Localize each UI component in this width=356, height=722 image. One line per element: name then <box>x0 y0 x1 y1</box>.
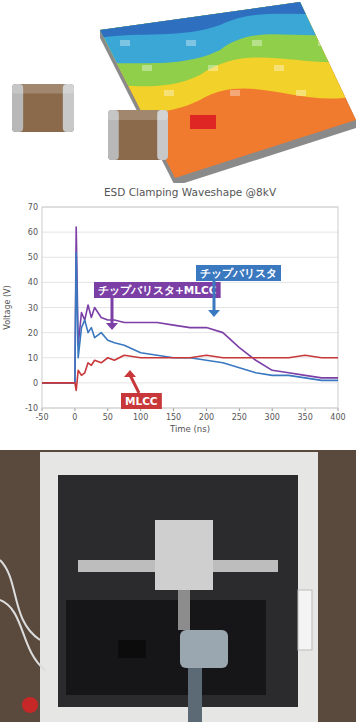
y-tick-label: 10 <box>28 354 38 363</box>
pcb-part <box>120 40 130 46</box>
product-image <box>12 0 356 190</box>
series-line <box>42 227 338 383</box>
cabinet-window <box>58 475 298 707</box>
annotation-arrow <box>130 375 139 393</box>
equipment-photo <box>0 450 356 722</box>
series-line <box>42 252 338 383</box>
y-tick-label: 30 <box>28 304 38 313</box>
x-axis-title: Time (ns) <box>169 424 210 434</box>
cables <box>0 560 45 670</box>
pcb-part <box>164 90 174 96</box>
chart: ESD Clamping Waveshape @8kV -10 0 10 20 30 40 5… <box>0 183 356 445</box>
esd-gun-handle <box>188 668 202 722</box>
cabinet <box>40 452 318 722</box>
annotation-arrowhead <box>124 370 136 377</box>
series-label: チップバリスタ+MLCC <box>98 284 217 296</box>
pcb-part <box>230 90 240 96</box>
photo-background <box>0 450 356 722</box>
y-tick-label: 60 <box>28 228 38 237</box>
heat-zone <box>90 0 356 90</box>
y-tick-label: 70 <box>28 203 38 212</box>
pcb-part <box>252 40 262 46</box>
annotation-box <box>196 265 281 281</box>
x-tick-label: 50 <box>103 413 113 422</box>
y-tick-label: 0 <box>33 379 38 388</box>
y-tick-label: 20 <box>28 329 38 338</box>
series-annotation: MLCC <box>121 370 162 409</box>
x-tick-label: 100 <box>133 413 148 422</box>
hot-spot <box>190 115 216 129</box>
gantry-head <box>155 520 213 590</box>
pcb-part <box>142 65 152 71</box>
cap-highlight <box>108 110 168 120</box>
dut <box>118 640 146 658</box>
capacitor <box>12 84 74 132</box>
chart-background <box>0 183 356 445</box>
annotation-arrowhead <box>208 310 220 317</box>
heat-zone <box>90 0 356 40</box>
x-tick-label: 250 <box>232 413 247 422</box>
test-bed <box>66 600 266 695</box>
pcb-part <box>208 65 218 71</box>
series-label: MLCC <box>125 395 158 407</box>
capacitor <box>108 110 168 160</box>
cap-body <box>12 84 74 132</box>
chart-title: ESD Clamping Waveshape @8kV <box>104 186 277 198</box>
y-axis-title: Voltage (V) <box>3 285 12 329</box>
x-tick-label: 400 <box>330 413 345 422</box>
annotation-arrow <box>213 281 216 312</box>
pcb-part <box>296 90 306 96</box>
heatmap <box>90 0 356 190</box>
heat-zone <box>90 0 356 120</box>
series-group <box>42 227 338 390</box>
esd-gun <box>180 630 228 668</box>
plot-frame <box>42 207 338 408</box>
x-tick-label: 350 <box>297 413 312 422</box>
heat-zone <box>90 0 356 190</box>
annotation-box <box>121 393 162 409</box>
x-tick-label: 0 <box>72 413 77 422</box>
x-tick-label: -50 <box>35 413 48 422</box>
emergency-stop <box>22 697 38 713</box>
annotation-box <box>94 282 221 298</box>
pcb-part <box>318 40 328 46</box>
y-tick-label: 50 <box>28 253 38 262</box>
grid-line <box>42 232 338 233</box>
page: ESD Clamping Waveshape @8kV -10 0 10 20 30 40 5… <box>0 0 356 722</box>
pcb-part <box>274 65 284 71</box>
series-label: チップバリスタ <box>200 267 277 279</box>
series-line <box>42 355 338 390</box>
x-tick-label: 300 <box>265 413 280 422</box>
annotations: チップバリスタ+MLCC チップバリスタ MLCC <box>94 265 281 409</box>
esd-probe <box>178 590 190 630</box>
series-annotation: チップバリスタ <box>196 265 281 317</box>
cap-body <box>108 110 168 160</box>
pcb-part <box>186 40 196 46</box>
y-tick-label: -10 <box>25 404 38 413</box>
x-tick-label: 200 <box>199 413 214 422</box>
power-strip <box>298 590 312 650</box>
annotation-arrowhead <box>106 323 118 330</box>
grid-line <box>42 307 338 308</box>
series-annotation: チップバリスタ+MLCC <box>94 282 221 330</box>
annotation-arrow <box>111 298 114 325</box>
cap-highlight <box>12 84 74 94</box>
grid-line <box>42 382 338 383</box>
heat-zone <box>90 0 356 65</box>
grid-line <box>42 332 338 333</box>
x-tick-label: 150 <box>166 413 181 422</box>
grid-line <box>42 257 338 258</box>
y-tick-label: 40 <box>28 278 38 287</box>
